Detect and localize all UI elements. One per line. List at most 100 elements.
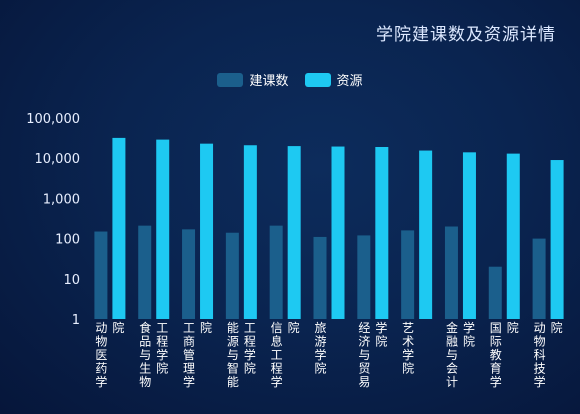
x-tick-label-char: 工 bbox=[156, 321, 168, 335]
x-tick-label-char: 理 bbox=[183, 362, 195, 376]
x-tick-label-char: 学 bbox=[95, 374, 107, 389]
x-tick-label-char: 教 bbox=[490, 347, 502, 362]
x-tick-label-char: 院 bbox=[112, 321, 124, 335]
legend-label-courses: 建课数 bbox=[249, 74, 289, 89]
legend-item-courses[interactable]: 建课数 bbox=[217, 70, 289, 89]
x-tick-label-char: 学 bbox=[156, 347, 168, 362]
x-tick-label-char: 学 bbox=[315, 347, 327, 362]
x-tick-label-char: 工 bbox=[271, 348, 283, 362]
x-tick-label-char: 学 bbox=[402, 347, 414, 362]
x-tick-label-char: 院 bbox=[375, 335, 387, 349]
bar-courses[interactable] bbox=[401, 230, 415, 319]
bar-resources[interactable] bbox=[506, 153, 520, 319]
x-tick-label-char: 科 bbox=[534, 348, 546, 362]
x-tick-label-char: 学 bbox=[183, 374, 195, 389]
y-tick-label: 1,000 bbox=[43, 192, 80, 207]
bar-courses[interactable] bbox=[313, 236, 327, 319]
x-tick-label-char: 与 bbox=[358, 348, 370, 362]
x-tick-label-char: 济 bbox=[358, 334, 370, 349]
x-tick-label-char: 管 bbox=[183, 347, 195, 362]
x-tick-label-char: 工 bbox=[183, 321, 195, 335]
x-tick-label-char: 金 bbox=[446, 320, 458, 335]
chart-title: 学院建课数及资源详情 bbox=[376, 25, 556, 45]
bar-courses[interactable] bbox=[357, 235, 371, 319]
x-tick-label-char: 艺 bbox=[402, 321, 414, 335]
bar-courses[interactable] bbox=[444, 226, 458, 319]
x-tick-label-char: 际 bbox=[490, 335, 502, 349]
x-tick-label-char: 智 bbox=[227, 361, 239, 376]
legend-swatch-resources bbox=[304, 72, 331, 87]
x-tick-label-char: 学 bbox=[463, 320, 475, 335]
x-tick-label-char: 信 bbox=[271, 321, 283, 335]
bar-resources[interactable] bbox=[375, 146, 389, 319]
x-tick-label-char: 院 bbox=[402, 362, 414, 376]
x-tick-label-char: 程 bbox=[156, 334, 168, 349]
x-tick-label-char: 旅 bbox=[315, 321, 327, 335]
x-tick-label-char: 商 bbox=[183, 334, 195, 349]
bar-resources[interactable] bbox=[200, 143, 214, 319]
legend-label-resources: 资源 bbox=[336, 74, 363, 89]
x-tick-label-char: 技 bbox=[534, 362, 546, 376]
x-tick-label-char: 会 bbox=[446, 362, 458, 376]
legend: 建课数 资源 bbox=[0, 70, 580, 89]
bar-courses[interactable] bbox=[269, 225, 283, 319]
x-tick-label-char: 动 bbox=[534, 321, 546, 335]
x-tick-label-char: 工 bbox=[244, 321, 256, 335]
x-tick-label-char: 食 bbox=[139, 320, 151, 335]
x-tick-label-char: 易 bbox=[358, 375, 370, 389]
x-tick-label-char: 程 bbox=[271, 361, 283, 376]
x-tick-label-char: 计 bbox=[446, 375, 458, 389]
x-tick-label-char: 学 bbox=[244, 347, 256, 362]
bar-courses[interactable] bbox=[532, 238, 546, 319]
x-tick-label-char: 院 bbox=[315, 362, 327, 376]
x-tick-label-char: 源 bbox=[227, 335, 239, 349]
y-tick-label: 100,000 bbox=[26, 112, 80, 127]
x-tick-label-char: 游 bbox=[315, 335, 327, 349]
x-tick-label-char: 国 bbox=[490, 321, 502, 335]
bar-resources[interactable] bbox=[462, 152, 476, 319]
bar-courses[interactable] bbox=[138, 225, 152, 319]
bar-resources[interactable] bbox=[287, 146, 301, 319]
x-tick-label-char: 院 bbox=[244, 362, 256, 376]
x-tick-label-char: 融 bbox=[446, 335, 458, 349]
y-tick-label: 1 bbox=[72, 313, 80, 328]
bar-resources[interactable] bbox=[550, 160, 564, 319]
x-tick-label-char: 与 bbox=[446, 348, 458, 362]
x-tick-label-char: 经 bbox=[358, 321, 370, 335]
x-tick-label-char: 药 bbox=[95, 362, 107, 376]
bar-resources[interactable] bbox=[419, 150, 433, 319]
x-tick-label-char: 院 bbox=[463, 335, 475, 349]
legend-item-resources[interactable]: 资源 bbox=[304, 70, 363, 89]
bar-courses[interactable] bbox=[488, 266, 502, 319]
x-tick-label-char: 院 bbox=[507, 321, 519, 335]
x-tick-label-char: 生 bbox=[139, 362, 151, 376]
legend-swatch-courses bbox=[217, 72, 244, 87]
x-tick-label-char: 程 bbox=[244, 334, 256, 349]
x-tick-label-char: 能 bbox=[227, 321, 239, 335]
x-tick-label-char: 物 bbox=[534, 335, 546, 349]
x-tick-label-char: 与 bbox=[139, 348, 151, 362]
x-tick-label-char: 贸 bbox=[358, 362, 370, 376]
x-tick-label-char: 院 bbox=[200, 321, 212, 335]
bar-courses[interactable] bbox=[94, 231, 108, 319]
x-tick-label-char: 育 bbox=[490, 361, 502, 376]
y-tick-label: 10,000 bbox=[35, 152, 81, 167]
bar-resources[interactable] bbox=[156, 139, 170, 319]
bar-courses[interactable] bbox=[225, 232, 239, 319]
bar-resources[interactable] bbox=[243, 145, 257, 319]
x-tick-label-char: 院 bbox=[288, 321, 300, 335]
x-tick-label-char: 与 bbox=[227, 348, 239, 362]
x-tick-label-char: 学 bbox=[490, 374, 502, 389]
x-tick-label-char: 动 bbox=[95, 321, 107, 335]
x-tick-label-char: 能 bbox=[227, 375, 239, 389]
bar-courses[interactable] bbox=[182, 229, 196, 319]
x-tick-label-char: 品 bbox=[139, 335, 151, 349]
bar-resources[interactable] bbox=[331, 146, 345, 319]
bar-resources[interactable] bbox=[112, 137, 126, 319]
x-tick-label-char: 院 bbox=[156, 362, 168, 376]
x-tick-label-char: 物 bbox=[139, 375, 151, 389]
x-tick-label-char: 院 bbox=[551, 321, 563, 335]
y-tick-label: 10 bbox=[63, 273, 80, 288]
